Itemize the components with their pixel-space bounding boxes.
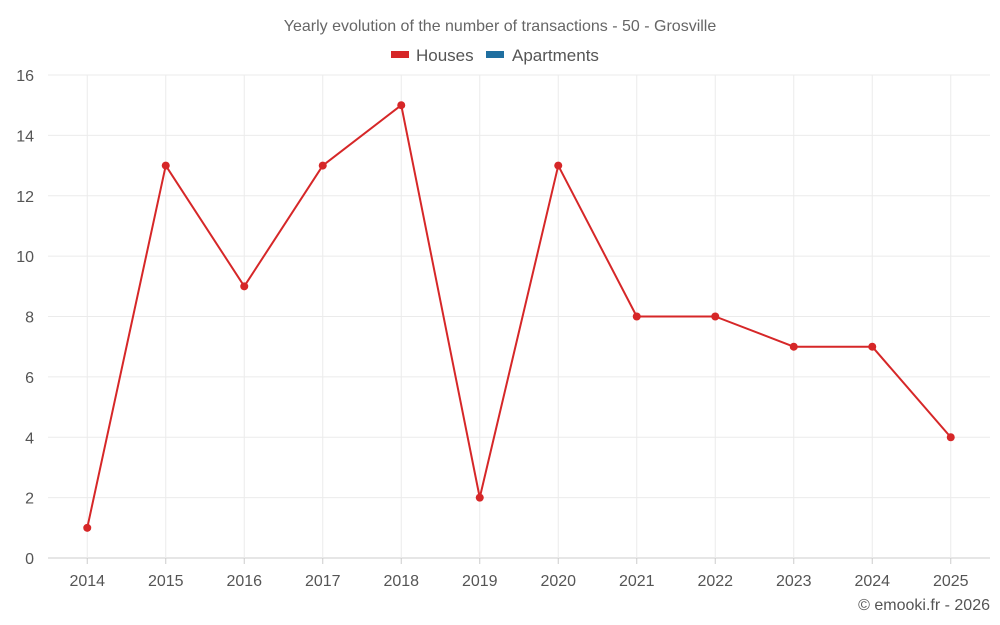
data-point-houses-2015[interactable] [161, 161, 170, 170]
data-point-houses-2025[interactable] [946, 433, 955, 442]
y-axis-ticks: 0 2 4 6 8 10 12 14 16 [16, 68, 34, 568]
y-tick-label: 4 [25, 430, 34, 447]
x-tick-label: 2020 [540, 573, 576, 590]
data-point-houses-2021[interactable] [632, 312, 641, 321]
x-tick-label: 2023 [776, 573, 812, 590]
legend-label-apartments: Apartments [512, 46, 599, 65]
x-tick-label: 2025 [933, 573, 969, 590]
data-point-houses-2020[interactable] [554, 161, 563, 170]
x-tick-label: 2014 [69, 573, 105, 590]
x-tick-label: 2024 [854, 573, 890, 590]
y-tick-label: 12 [16, 189, 34, 206]
gridlines [48, 74, 990, 559]
x-tick-label: 2019 [462, 573, 498, 590]
legend-item-houses[interactable]: Houses [391, 46, 474, 65]
y-tick-label: 6 [25, 370, 34, 387]
x-axis-ticks: 2014 2015 2016 2017 2018 2019 2020 2021 2022 2023… [69, 558, 969, 590]
series-houses [83, 101, 955, 532]
x-tick-label: 2022 [697, 573, 733, 590]
legend-item-apartments[interactable]: Apartments [486, 46, 599, 65]
data-point-houses-2014[interactable] [83, 523, 92, 532]
x-tick-label: 2018 [383, 573, 419, 590]
chart-title: Yearly evolution of the number of transa… [284, 18, 717, 35]
legend-swatch-apartments [486, 51, 504, 58]
legend-swatch-houses [391, 51, 409, 58]
credit: © emooki.fr - 2026 [858, 597, 990, 614]
y-tick-label: 10 [16, 249, 34, 266]
x-tick-label: 2021 [619, 573, 655, 590]
data-point-houses-2016[interactable] [240, 282, 249, 291]
x-tick-label: 2017 [305, 573, 341, 590]
data-point-houses-2019[interactable] [475, 493, 484, 502]
data-point-houses-2022[interactable] [711, 312, 720, 321]
y-tick-label: 8 [25, 310, 34, 327]
x-tick-label: 2016 [226, 573, 262, 590]
y-tick-label: 2 [25, 491, 34, 508]
y-tick-label: 0 [25, 551, 34, 568]
x-tick-label: 2015 [148, 573, 184, 590]
legend-label-houses: Houses [416, 46, 474, 65]
data-point-houses-2018[interactable] [397, 101, 406, 110]
data-point-houses-2023[interactable] [789, 342, 798, 351]
y-tick-label: 16 [16, 68, 34, 85]
y-tick-label: 14 [16, 128, 34, 145]
legend[interactable]: Houses Apartments [391, 46, 599, 65]
data-point-houses-2017[interactable] [318, 161, 327, 170]
data-point-houses-2024[interactable] [868, 342, 877, 351]
series-line-houses [86, 104, 952, 529]
